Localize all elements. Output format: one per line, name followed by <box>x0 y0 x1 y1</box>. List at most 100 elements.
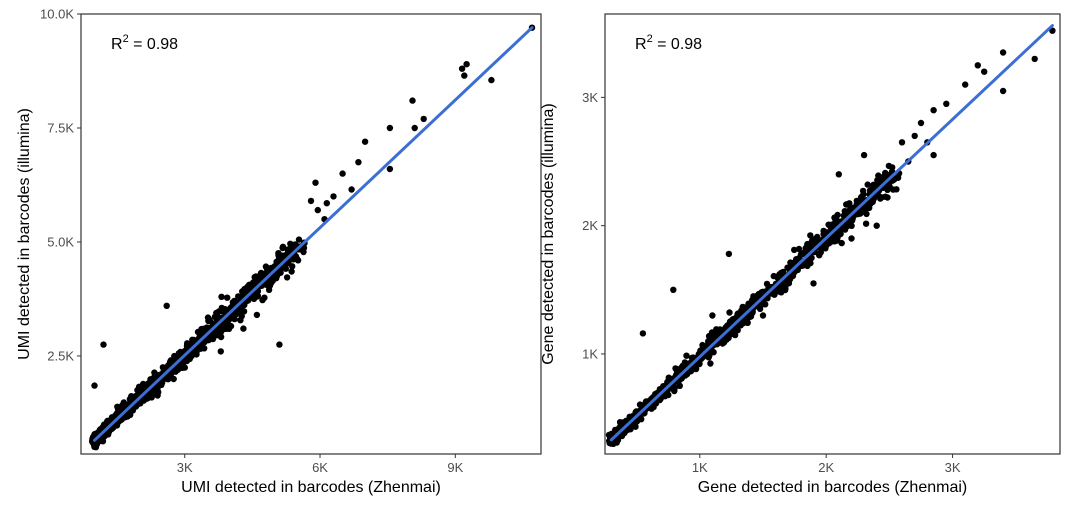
scatter-point <box>670 286 677 293</box>
scatter-point <box>841 226 849 233</box>
scatter-point <box>286 246 293 253</box>
scatter-point <box>150 386 158 394</box>
plot-area <box>605 24 1056 447</box>
scatter-point <box>708 332 716 340</box>
scatter-point <box>100 421 108 428</box>
scatter-point <box>323 200 330 207</box>
scatter-point <box>974 62 981 69</box>
scatter-point <box>330 193 337 200</box>
scatter-point <box>709 312 716 319</box>
scatter-point <box>461 72 468 79</box>
scatter-point <box>458 65 466 72</box>
scatter-point <box>810 280 817 287</box>
scatter-point <box>683 352 690 359</box>
scatter-point <box>276 341 283 348</box>
scatter-point <box>898 139 906 146</box>
scatter-point <box>710 349 717 356</box>
x-tick-label: 9K <box>447 460 463 475</box>
scatter-point <box>848 235 855 242</box>
scatter-point <box>240 325 247 332</box>
scatter-point <box>877 195 884 202</box>
scatter-point <box>1031 55 1038 63</box>
scatter-point <box>837 230 844 238</box>
scatter-point <box>807 232 814 239</box>
scatter-point <box>823 241 830 248</box>
scatter-point <box>204 314 212 321</box>
scatter-point <box>218 293 225 300</box>
fit-line <box>93 26 534 442</box>
scatter-point <box>201 345 208 352</box>
scatter-point <box>962 81 969 88</box>
scatter-point <box>314 206 321 214</box>
scatter-point <box>255 273 263 280</box>
scatter-point <box>728 329 736 336</box>
scatter-point <box>716 326 724 333</box>
scatter-point <box>295 236 303 243</box>
scatter-point <box>707 360 714 367</box>
y-tick-label: 5.0K <box>47 234 74 249</box>
scatter-point <box>770 272 777 280</box>
scatter-point <box>175 351 183 358</box>
scatter-point <box>165 362 172 369</box>
scatter-point <box>217 348 224 355</box>
scatter-point <box>411 124 418 132</box>
scatter-point <box>726 309 733 316</box>
x-axis-title: Gene detected in barcodes (Zhenmai) <box>698 479 967 496</box>
scatter-point <box>780 281 787 288</box>
scatter-point <box>725 334 732 341</box>
scatter-point <box>183 342 191 349</box>
scatter-point <box>279 243 287 250</box>
scatter-point <box>420 115 427 123</box>
scatter-point <box>725 250 733 258</box>
scatter-point <box>930 151 937 159</box>
plot-area <box>89 24 536 451</box>
scatter-point <box>355 159 362 166</box>
scatter-point <box>224 294 231 301</box>
scatter-point <box>283 274 291 281</box>
scatter-point <box>218 326 225 333</box>
scatter-point <box>943 100 950 108</box>
scatter-point <box>307 197 315 205</box>
scatter-point <box>846 200 853 207</box>
scatter-point <box>231 315 238 323</box>
x-tick-label: 3K <box>945 460 961 475</box>
scatter-point <box>213 332 221 339</box>
y-tick-label: 2K <box>582 218 598 233</box>
scatter-point <box>105 431 112 438</box>
scatter-point <box>100 341 107 348</box>
scatter-point <box>163 302 170 309</box>
scatter-point <box>833 217 840 224</box>
scatter-point <box>253 311 261 319</box>
scatter-point <box>838 239 845 247</box>
scatter-point <box>282 265 289 272</box>
scatter-point <box>409 97 416 104</box>
panel-umi: 3K 6K 9K 2.5K 5.0K 7.5K 10.0K UMI detected in b… <box>16 7 542 496</box>
scatter-point <box>981 68 988 75</box>
scatter-point <box>999 87 1007 95</box>
r-squared-annotation: R2 = 0.98 <box>635 33 702 53</box>
scatter-point <box>134 387 141 394</box>
scatter-point <box>288 268 295 275</box>
scatter-point <box>853 197 860 205</box>
x-tick-label: 2K <box>818 460 834 475</box>
scatter-point <box>930 107 937 114</box>
scatter-point <box>225 317 232 324</box>
y-tick-label: 2.5K <box>47 348 74 363</box>
scatter-point <box>811 238 818 245</box>
x-axis-title: UMI detected in barcodes (Zhenmai) <box>181 479 441 496</box>
scatter-point <box>386 124 394 132</box>
scatter-point <box>155 382 162 389</box>
scatter-point <box>222 306 229 314</box>
scatter-point <box>791 246 798 254</box>
scatter-point <box>386 165 394 173</box>
scatter-point <box>225 325 233 332</box>
scatter-point <box>999 49 1007 56</box>
scatter-point <box>835 171 842 178</box>
scatter-point <box>699 343 707 350</box>
scatter-point <box>348 186 355 193</box>
scatter-point <box>849 217 856 224</box>
r-squared-annotation: R2 = 0.98 <box>111 33 178 53</box>
scatter-point <box>874 177 881 184</box>
y-tick-label: 3K <box>582 90 598 105</box>
